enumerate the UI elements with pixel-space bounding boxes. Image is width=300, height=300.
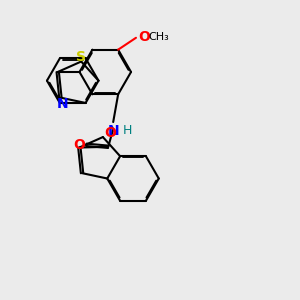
Text: O: O [138,30,150,44]
Text: O: O [74,138,86,152]
Text: CH₃: CH₃ [149,32,170,42]
Text: O: O [104,126,116,140]
Text: S: S [76,50,86,64]
Text: H: H [123,124,133,137]
Text: N: N [107,124,119,138]
Text: N: N [57,97,68,110]
